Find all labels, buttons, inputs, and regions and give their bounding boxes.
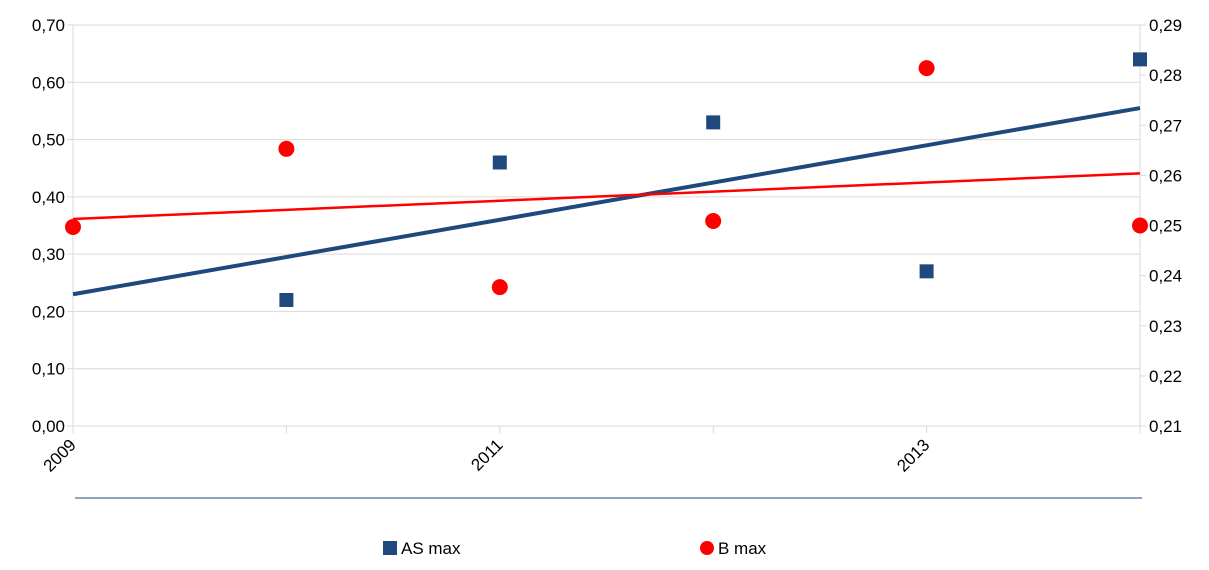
y-right-tick-label: 0,21 — [1149, 417, 1182, 436]
b-max-point — [1132, 217, 1148, 234]
x-tick-label: 2011 — [467, 435, 506, 474]
as-max-point — [1133, 52, 1147, 67]
b-max-legend-label: B max — [718, 539, 767, 558]
y-right-tick-label: 0,29 — [1149, 16, 1182, 35]
y-left-tick-label: 0,50 — [32, 131, 65, 150]
y-left-tick-labels: 0,00 0,10 0,20 0,30 0,40 0,50 0,60 0,70 — [32, 16, 65, 436]
y-right-tick-label: 0,28 — [1149, 66, 1182, 85]
b-max-legend-marker — [700, 541, 714, 555]
legend: AS max B max — [383, 539, 767, 558]
b-max-point — [491, 279, 508, 296]
y-left-tick-label: 0,70 — [32, 16, 65, 35]
y-right-tick-label: 0,26 — [1149, 166, 1182, 185]
y-right-tick-label: 0,22 — [1149, 367, 1182, 386]
as-max-trendline — [72, 106, 1141, 297]
y-left-tick-label: 0,40 — [32, 188, 65, 207]
y-left-tick-label: 0,00 — [32, 417, 65, 436]
y-right-tick-labels: 0,21 0,22 0,23 0,24 0,25 0,26 0,27 0,28 0,29 — [1149, 16, 1182, 436]
data-points — [65, 52, 1148, 307]
y-right-tick-label: 0,27 — [1149, 116, 1182, 135]
as-max-point — [492, 155, 507, 170]
as-max-legend-marker — [383, 541, 397, 555]
gridlines — [73, 24, 1140, 427]
b-max-point — [65, 219, 81, 236]
x-tick-labels: 2009 2011 2013 — [40, 435, 934, 475]
as-max-point — [706, 115, 721, 130]
b-max-point — [278, 140, 295, 157]
y-right-tick-label: 0,24 — [1149, 267, 1182, 286]
b-max-trendline — [72, 172, 1141, 221]
x-tick-label: 2013 — [893, 435, 933, 475]
as-max-point — [279, 292, 294, 307]
y-left-tick-label: 0,10 — [32, 360, 65, 379]
b-max-point — [918, 60, 935, 77]
y-left-tick-label: 0,30 — [32, 245, 65, 264]
b-max-point — [705, 212, 722, 229]
as-max-legend-label: AS max — [401, 539, 461, 558]
x-tick-label: 2009 — [40, 435, 80, 475]
y-right-tick-label: 0,25 — [1149, 217, 1182, 236]
y-left-tick-label: 0,20 — [32, 302, 65, 321]
y-right-tick-label: 0,23 — [1149, 317, 1182, 336]
y-left-tick-label: 0,60 — [32, 73, 65, 92]
trendlines — [72, 106, 1141, 297]
as-max-point — [919, 264, 934, 279]
axes — [67, 24, 1146, 433]
